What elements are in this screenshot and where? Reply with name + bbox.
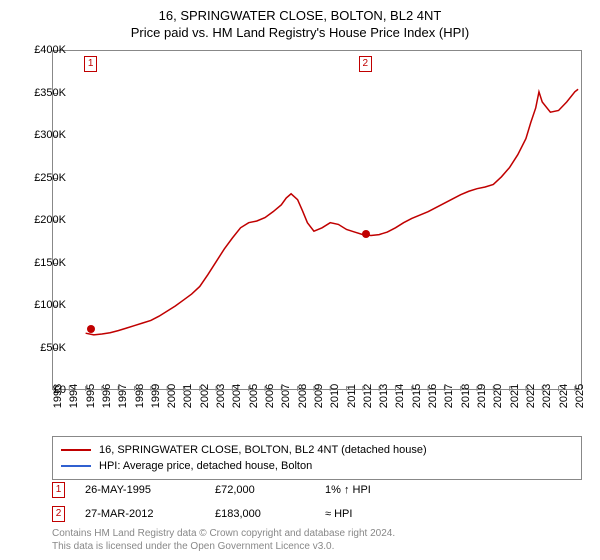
x-tick-label: 1996 [101,384,113,408]
x-tick-label: 2007 [280,384,292,408]
x-tick-label: 2001 [182,384,194,408]
y-tick-label: £200K [34,214,66,226]
x-tick-label: 2008 [297,384,309,408]
sale-marker-box: 2 [359,56,372,72]
y-tick-label: £50K [40,342,66,354]
sale-point-dot [87,325,95,333]
x-tick-label: 2009 [313,384,325,408]
y-tick-label: £100K [34,299,66,311]
x-tick-label: 1999 [150,384,162,408]
x-tick-label: 2013 [378,384,390,408]
row-date: 27-MAR-2012 [85,508,215,520]
row-hpi: ≈ HPI [325,508,352,520]
transactions-table: 1 26-MAY-1995 £72,000 1% ↑ HPI 2 27-MAR-… [52,478,582,526]
legend-label: 16, SPRINGWATER CLOSE, BOLTON, BL2 4NT (… [99,444,427,456]
x-tick-label: 2002 [199,384,211,408]
x-tick-label: 2024 [558,384,570,408]
row-price: £183,000 [215,508,325,520]
x-tick-label: 2025 [574,384,586,408]
x-tick-label: 2023 [541,384,553,408]
x-tick-label: 2011 [346,384,358,408]
y-tick-label: £400K [34,44,66,56]
chart-container: 16, SPRINGWATER CLOSE, BOLTON, BL2 4NT P… [0,0,600,560]
y-tick-label: £300K [34,129,66,141]
footer: Contains HM Land Registry data © Crown c… [52,528,395,553]
legend-swatch [61,465,91,467]
x-tick-label: 2006 [264,384,276,408]
y-tick-label: £250K [34,172,66,184]
legend-box: 16, SPRINGWATER CLOSE, BOLTON, BL2 4NT (… [52,436,582,480]
table-row: 1 26-MAY-1995 £72,000 1% ↑ HPI [52,478,582,502]
x-tick-label: 1994 [68,384,80,408]
title-sub: Price paid vs. HM Land Registry's House … [0,23,600,40]
x-tick-label: 2017 [443,384,455,408]
chart-area [52,50,582,390]
table-row: 2 27-MAR-2012 £183,000 ≈ HPI [52,502,582,526]
x-tick-label: 2019 [476,384,488,408]
y-tick-label: £350K [34,87,66,99]
row-hpi: 1% ↑ HPI [325,484,371,496]
legend-item: 16, SPRINGWATER CLOSE, BOLTON, BL2 4NT (… [61,442,573,458]
legend-swatch [61,449,91,451]
legend-label: HPI: Average price, detached house, Bolt… [99,460,312,472]
sale-marker-box: 1 [84,56,97,72]
x-tick-label: 2005 [248,384,260,408]
x-tick-label: 2018 [460,384,472,408]
footer-line: Contains HM Land Registry data © Crown c… [52,528,395,541]
sale-point-dot [362,230,370,238]
x-tick-label: 1995 [85,384,97,408]
x-tick-label: 2012 [362,384,374,408]
y-tick-label: £150K [34,257,66,269]
x-tick-label: 2014 [394,384,406,408]
row-price: £72,000 [215,484,325,496]
plot-region [52,50,582,390]
row-marker: 1 [52,482,65,498]
x-tick-label: 2016 [427,384,439,408]
footer-line: This data is licensed under the Open Gov… [52,541,395,554]
x-tick-label: 2010 [329,384,341,408]
x-tick-label: 2020 [492,384,504,408]
x-tick-label: 2000 [166,384,178,408]
x-tick-label: 2003 [215,384,227,408]
x-tick-label: 2015 [411,384,423,408]
x-tick-label: 2022 [525,384,537,408]
x-tick-label: 2021 [509,384,521,408]
title-main: 16, SPRINGWATER CLOSE, BOLTON, BL2 4NT [0,0,600,23]
x-tick-label: 1998 [134,384,146,408]
x-tick-label: 1997 [117,384,129,408]
row-date: 26-MAY-1995 [85,484,215,496]
legend-item: HPI: Average price, detached house, Bolt… [61,458,573,474]
x-tick-label: 1993 [52,384,64,408]
plot-svg [53,51,583,391]
x-tick-label: 2004 [231,384,243,408]
row-marker: 2 [52,506,65,522]
